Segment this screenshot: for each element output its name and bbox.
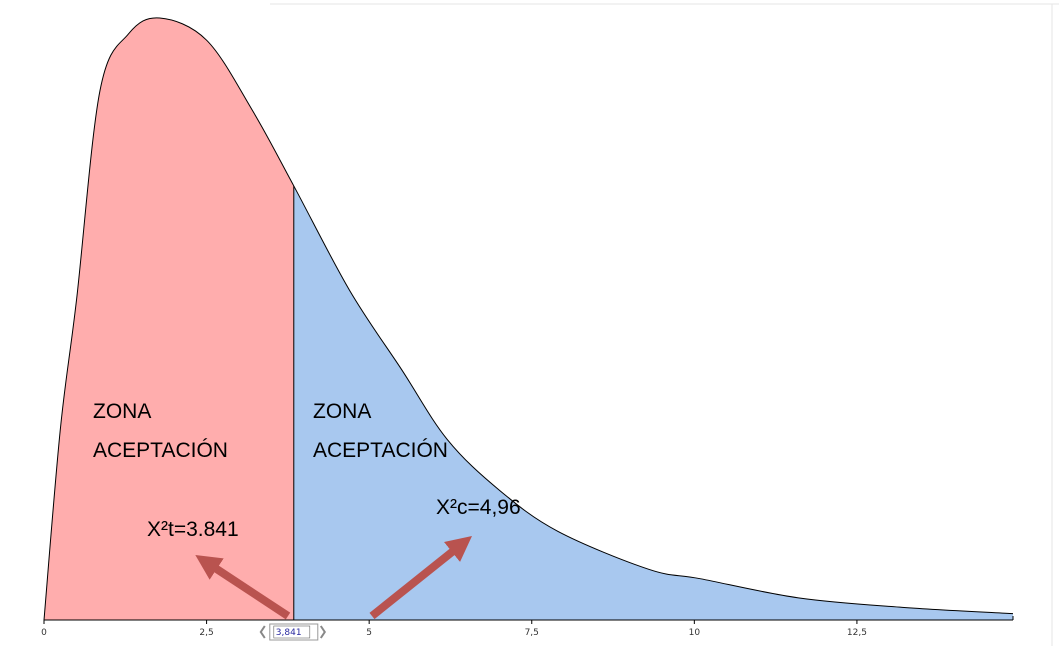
spin-left <box>259 625 266 639</box>
x-tick-label: 0 <box>41 628 47 638</box>
annotation: X²t=3.841 <box>147 518 239 541</box>
annotation: ZONA <box>313 400 371 423</box>
x-tick-label: 7,5 <box>525 628 539 638</box>
annotation: ACEPTACIÓN <box>313 439 448 462</box>
x-tick-label: 2,5 <box>199 628 213 638</box>
left-area <box>44 17 294 620</box>
plot: 0 2,5 5 7,5 10 12,5 3,841 <box>41 17 1014 641</box>
spin-right <box>319 625 326 639</box>
annotation: ACEPTACIÓN <box>93 439 228 462</box>
arrow <box>195 554 291 620</box>
x-tick-label: 5 <box>366 628 372 638</box>
x-tick-label: 10 <box>689 628 701 638</box>
annotation: X²c=4,96 <box>436 496 521 519</box>
annotation: ZONA <box>93 400 151 423</box>
x-tick-label: 12,5 <box>847 628 867 638</box>
curve <box>43 17 1014 621</box>
arrow <box>369 536 472 620</box>
threshold-field <box>273 625 311 639</box>
right-area <box>293 185 1013 620</box>
threshold-label: 3,841 <box>276 628 302 638</box>
